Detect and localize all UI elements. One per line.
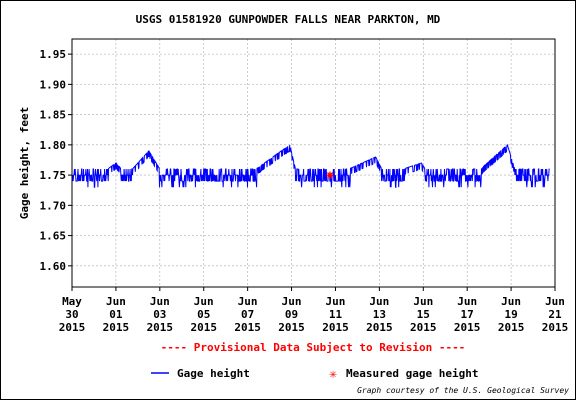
y-tick-label: 1.65 xyxy=(40,230,67,243)
y-tick-label: 1.75 xyxy=(40,169,67,182)
chart-title: USGS 01581920 GUNPOWDER FALLS NEAR PARKT… xyxy=(136,13,441,26)
x-tick-label: 2015 xyxy=(234,321,261,334)
x-tick-label: 2015 xyxy=(103,321,130,334)
series-layer xyxy=(71,144,550,188)
y-tick-label: 1.60 xyxy=(40,260,67,273)
credit-text: Graph courtesy of the U.S. Geological Su… xyxy=(357,386,569,395)
x-tick-label: 01 xyxy=(109,308,123,321)
grid-lines xyxy=(71,39,556,287)
y-tick-label: 1.80 xyxy=(40,139,67,152)
x-tick-label: Jun xyxy=(238,295,258,308)
y-axis-label: Gage height, feet xyxy=(18,107,31,220)
legend-asterisk-icon: ✳ xyxy=(329,367,337,382)
x-tick-label: 13 xyxy=(373,308,386,321)
y-axis-ticks: 1.95 1.90 1.85 1.80 1.75 1.70 1.65 1.60 xyxy=(40,48,72,273)
x-tick-label: 2015 xyxy=(59,321,86,334)
x-tick-label: 2015 xyxy=(147,321,174,334)
x-tick-label: 17 xyxy=(461,308,474,321)
legend-measured-gage-height: Measured gage height xyxy=(346,367,478,380)
x-tick-label: Jun xyxy=(150,295,170,308)
provisional-data-notice: ---- Provisional Data Subject to Revisio… xyxy=(161,341,466,354)
x-tick-label: 19 xyxy=(504,308,517,321)
y-tick-label: 1.95 xyxy=(40,48,67,61)
x-tick-label: Jun xyxy=(501,295,521,308)
x-tick-label: 05 xyxy=(197,308,210,321)
x-tick-label: 2015 xyxy=(410,321,437,334)
x-tick-label: May xyxy=(62,295,82,308)
x-tick-label: Jun xyxy=(106,295,126,308)
x-tick-label: 2015 xyxy=(278,321,305,334)
y-tick-label: 1.90 xyxy=(40,78,67,91)
x-tick-label: 2015 xyxy=(498,321,525,334)
x-tick-label: 03 xyxy=(153,308,166,321)
x-tick-label: 21 xyxy=(548,308,562,321)
x-tick-label: Jun xyxy=(457,295,477,308)
x-tick-label: 09 xyxy=(285,308,298,321)
x-tick-label: 2015 xyxy=(322,321,349,334)
y-tick-label: 1.85 xyxy=(40,109,67,122)
measured-point xyxy=(326,171,334,179)
x-tick-label: 07 xyxy=(241,308,254,321)
plot-area-border xyxy=(71,38,556,288)
x-tick-label: 30 xyxy=(65,308,78,321)
x-tick-label: Jun xyxy=(282,295,302,308)
legend-gage-height: Gage height xyxy=(177,367,250,380)
x-tick-label: Jun xyxy=(326,295,346,308)
y-tick-label: 1.70 xyxy=(40,199,67,212)
x-tick-label: 15 xyxy=(417,308,430,321)
measured-layer xyxy=(326,171,334,179)
legend: Gage height ✳ Measured gage height xyxy=(151,367,478,382)
x-tick-label: 2015 xyxy=(454,321,481,334)
x-tick-label: 11 xyxy=(329,308,343,321)
x-tick-label: Jun xyxy=(369,295,389,308)
x-tick-label: 2015 xyxy=(366,321,393,334)
x-tick-label: 2015 xyxy=(190,321,217,334)
x-tick-label: Jun xyxy=(413,295,433,308)
x-tick-label: Jun xyxy=(194,295,214,308)
x-tick-label: 2015 xyxy=(542,321,569,334)
series-line-gage-height xyxy=(71,144,550,188)
x-axis-ticks: May302015Jun012015Jun032015Jun052015Jun0… xyxy=(59,287,569,334)
x-tick-label: Jun xyxy=(545,295,565,308)
